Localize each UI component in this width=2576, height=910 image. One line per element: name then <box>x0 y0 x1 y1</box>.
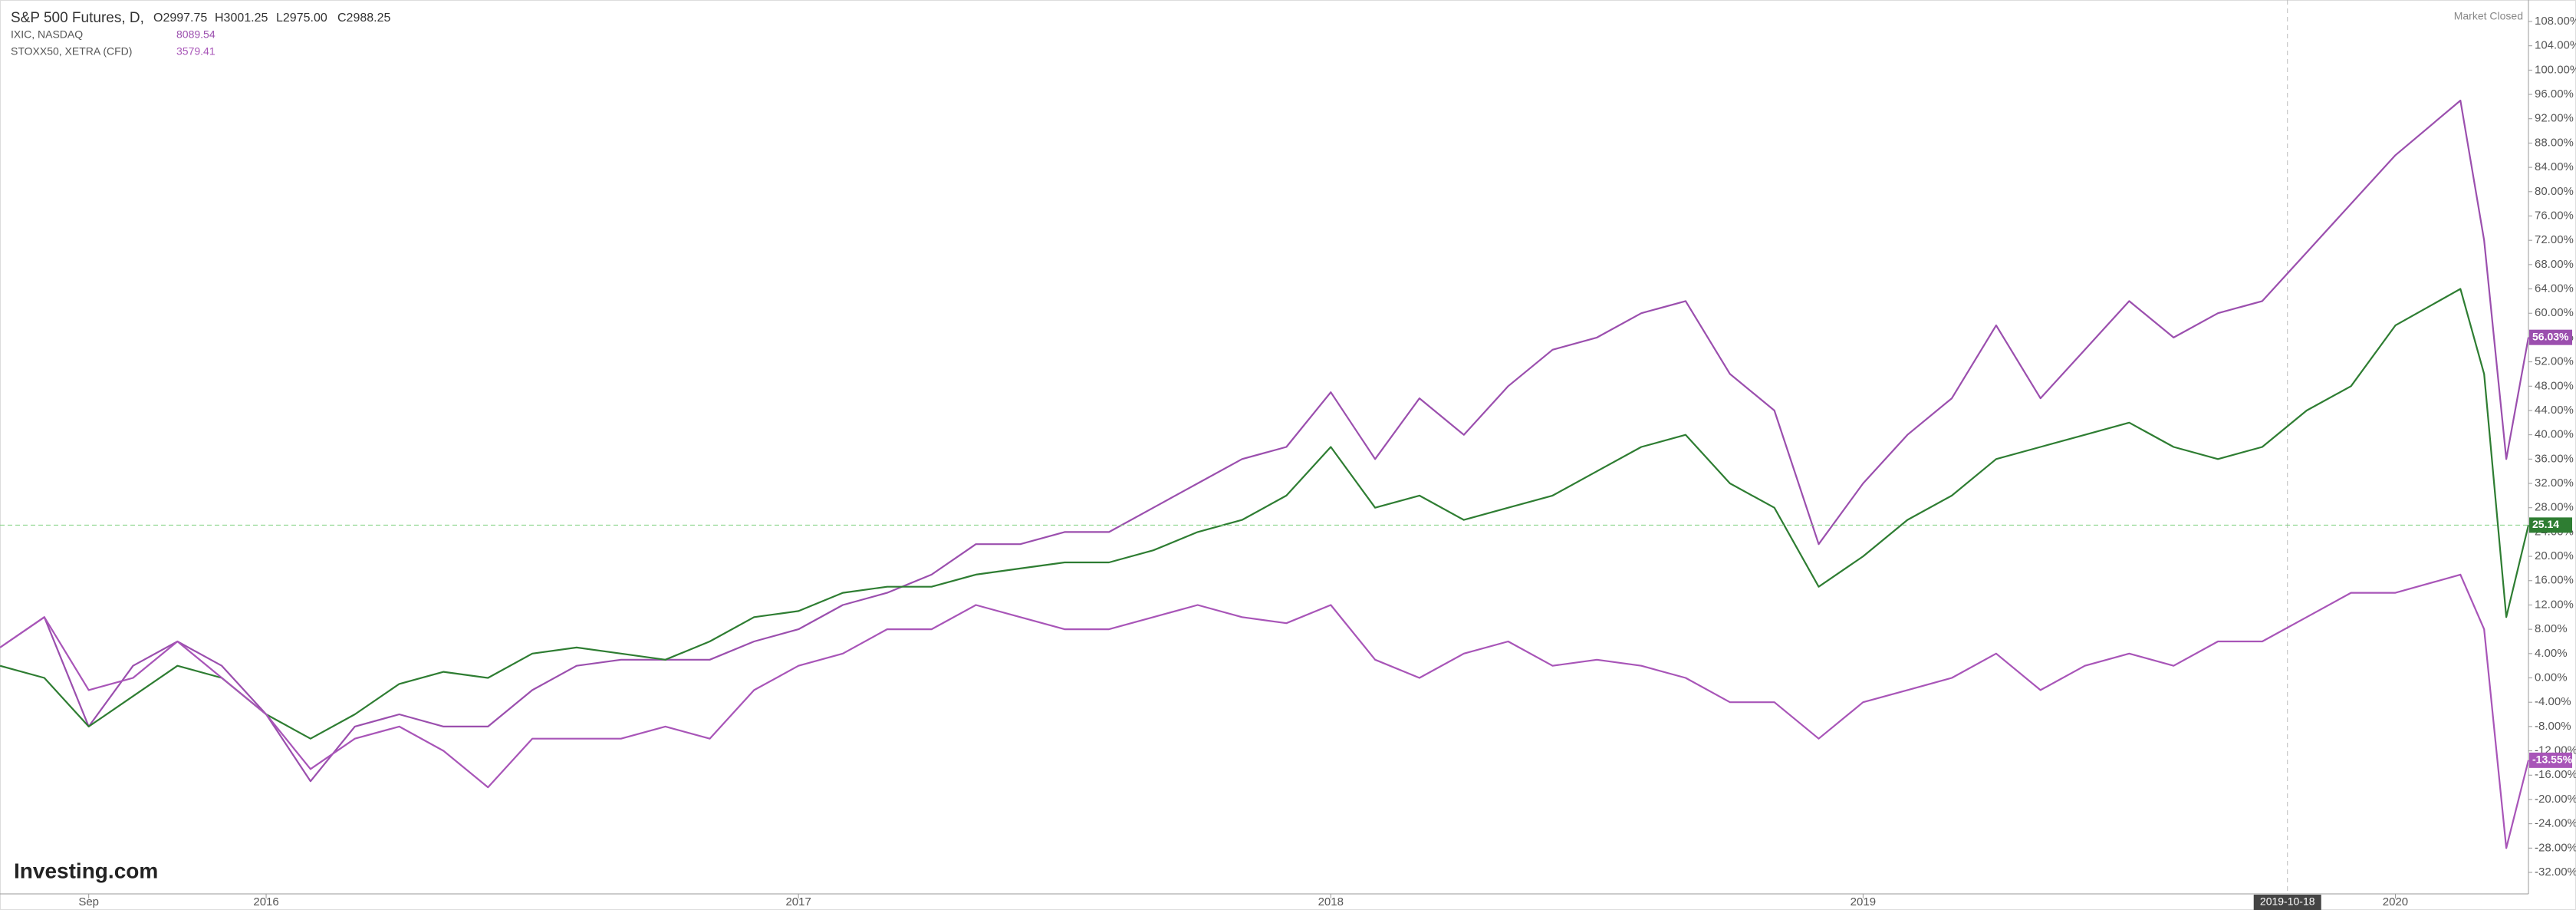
last-value-label: 25.14 <box>2532 518 2559 530</box>
y-tick-label: -4.00% <box>2535 695 2571 708</box>
legend-name: STOXX50, XETRA (CFD) <box>11 45 132 58</box>
y-tick-label: 64.00% <box>2535 282 2574 295</box>
y-tick-label: -8.00% <box>2535 720 2571 733</box>
y-tick-label: 36.00% <box>2535 452 2574 465</box>
y-tick-label: 20.00% <box>2535 549 2574 562</box>
market-status: Market Closed <box>2454 10 2523 22</box>
y-tick-label: 8.00% <box>2535 622 2568 635</box>
y-tick-label: 48.00% <box>2535 379 2574 392</box>
logo: Investing.com <box>14 859 158 882</box>
y-tick-label: 84.00% <box>2535 160 2574 173</box>
series-line <box>0 99 2530 783</box>
x-tick-label: 2020 <box>2383 895 2408 908</box>
legend-value: 8089.54 <box>176 28 215 41</box>
y-tick-label: -28.00% <box>2535 841 2576 854</box>
y-tick-label: -20.00% <box>2535 793 2576 806</box>
crosshair-label: 2019-10-18 <box>2260 895 2315 908</box>
last-value-box <box>2529 329 2572 345</box>
y-tick-label: 76.00% <box>2535 209 2574 222</box>
y-tick-label: 72.00% <box>2535 233 2574 246</box>
ohlc-value: H3001.25 <box>215 12 268 25</box>
y-tick-label: 68.00% <box>2535 258 2574 271</box>
x-tick-label: 2018 <box>1318 895 1344 908</box>
x-tick-label: 2017 <box>785 895 811 908</box>
ohlc-value: L2975.00 <box>276 12 327 25</box>
y-tick-label: 44.00% <box>2535 404 2574 417</box>
x-tick-label: Sep <box>78 895 99 908</box>
y-tick-label: 104.00% <box>2535 39 2576 52</box>
y-tick-label: 88.00% <box>2535 136 2574 149</box>
y-tick-label: 28.00% <box>2535 501 2574 514</box>
x-tick-label: 2016 <box>253 895 278 908</box>
last-value-label: 56.03% <box>2532 330 2569 342</box>
x-tick-label: 2019 <box>1851 895 1876 908</box>
ohlc-value: O2997.75 <box>153 12 207 25</box>
y-tick-label: 16.00% <box>2535 574 2574 587</box>
y-tick-label: -24.00% <box>2535 817 2576 830</box>
last-value-box <box>2529 752 2572 768</box>
chart-title: S&P 500 Futures, D, <box>11 10 144 26</box>
y-tick-label: 12.00% <box>2535 598 2574 611</box>
y-tick-label: -32.00% <box>2535 865 2576 879</box>
y-tick-label: 80.00% <box>2535 185 2574 198</box>
y-tick-label: 52.00% <box>2535 355 2574 368</box>
crosshair-box <box>2253 895 2321 910</box>
y-tick-label: 60.00% <box>2535 306 2574 319</box>
y-tick-label: 32.00% <box>2535 476 2574 490</box>
y-tick-label: 108.00% <box>2535 15 2576 28</box>
y-tick-label: 0.00% <box>2535 671 2568 684</box>
last-value-label: -13.55% <box>2532 753 2573 766</box>
last-value-box <box>2529 517 2572 533</box>
y-tick-label: 100.00% <box>2535 63 2576 76</box>
legend-name: IXIC, NASDAQ <box>11 28 83 41</box>
y-tick-label: 92.00% <box>2535 112 2574 125</box>
ohlc-value: C2988.25 <box>337 12 390 25</box>
y-tick-label: 40.00% <box>2535 428 2574 441</box>
y-tick-label: -16.00% <box>2535 768 2576 781</box>
series-line <box>0 573 2530 849</box>
legend-value: 3579.41 <box>176 45 215 58</box>
series-line <box>0 288 2530 740</box>
y-tick-label: 4.00% <box>2535 647 2568 660</box>
y-tick-label: 96.00% <box>2535 87 2574 101</box>
